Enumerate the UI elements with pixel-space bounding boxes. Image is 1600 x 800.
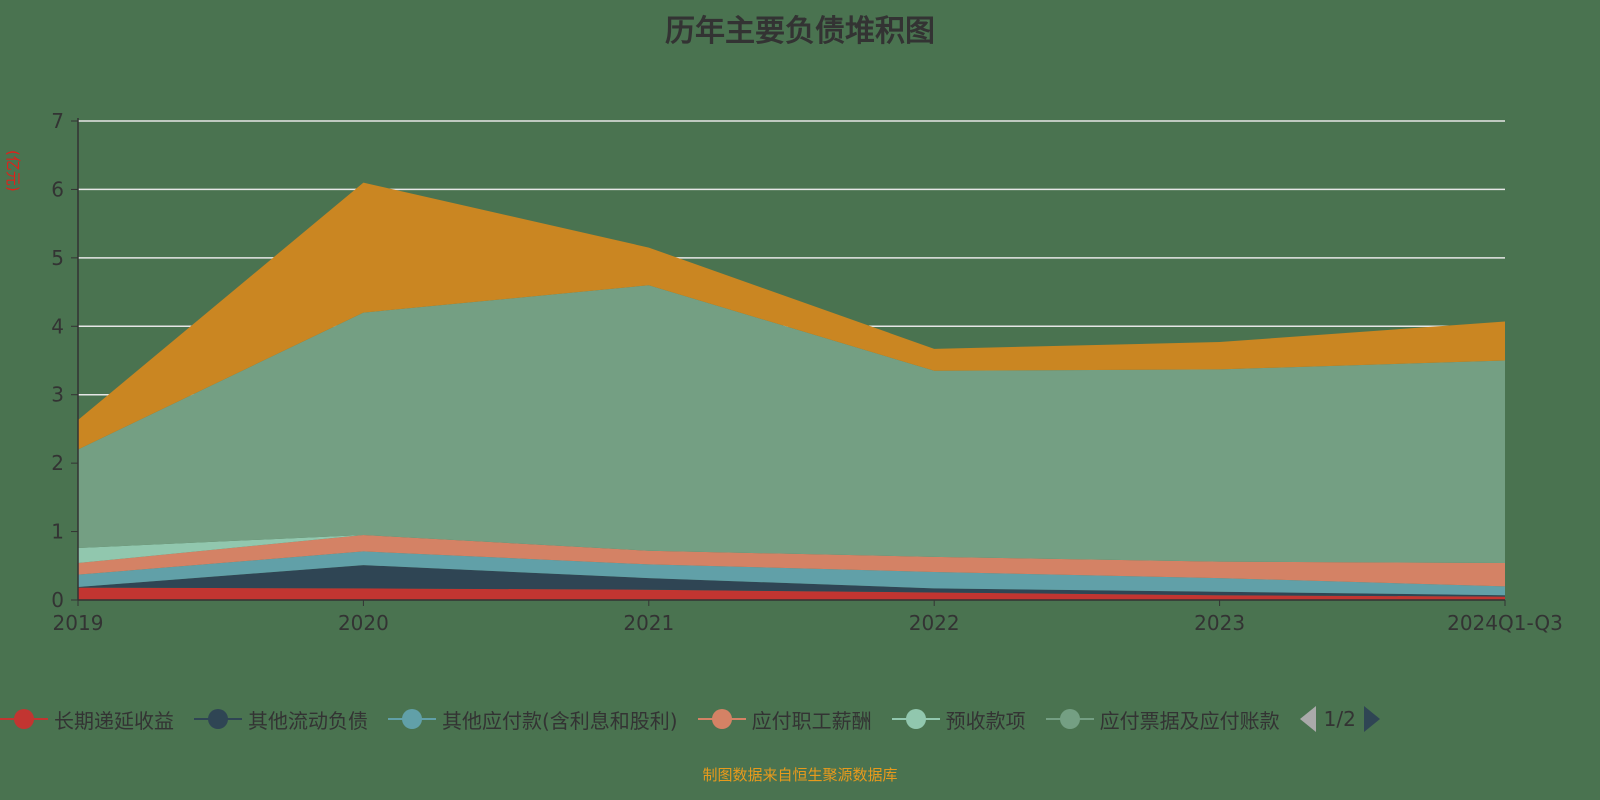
- y-tick-label: 6: [51, 177, 64, 201]
- chart-title: 历年主要负债堆积图: [665, 14, 935, 49]
- legend-next-icon[interactable]: [1363, 706, 1380, 732]
- legend-marker-icon: [697, 704, 746, 734]
- legend-label: 其他流动负债: [248, 708, 368, 733]
- y-tick-label: 5: [51, 246, 64, 270]
- legend-item[interactable]: 其他流动负债: [194, 704, 368, 734]
- source-note: 制图数据来自恒生聚源数据库: [702, 766, 898, 784]
- area-series-6: [78, 182, 1505, 450]
- area-series-0: [78, 587, 1505, 600]
- stacked-area-chart: 0 1 2 3 4 5 6 7 2019 2020 2021 2022 2023 2024Q1-Q3: [51, 109, 1563, 635]
- y-tick-label: 7: [51, 109, 64, 133]
- legend-item[interactable]: 其他应付款(含利息和股利): [388, 704, 678, 734]
- legend-item[interactable]: 应付票据及应付账款: [1045, 704, 1280, 734]
- legend-pager: 1/2: [1299, 706, 1380, 732]
- x-tick-label: 2023: [1194, 611, 1245, 635]
- legend-page-number: 1/2: [1323, 707, 1356, 731]
- legend-label: 其他应付款(含利息和股利): [442, 708, 678, 733]
- legend-label: 应付票据及应付账款: [1099, 708, 1280, 733]
- y-tick-label: 1: [51, 520, 64, 544]
- area-series-2: [78, 551, 1505, 596]
- legend-marker-icon: [1045, 704, 1094, 734]
- legend-item[interactable]: 应付职工薪酬: [697, 704, 872, 734]
- x-tick-label: 2019: [53, 611, 104, 635]
- x-tick-label: 2024Q1-Q3: [1447, 611, 1563, 635]
- y-tick-label: 2: [51, 451, 64, 475]
- legend-marker-icon: [0, 704, 48, 734]
- y-tick-label: 3: [51, 383, 64, 407]
- x-tick-label: 2020: [338, 611, 389, 635]
- legend-item[interactable]: 预收款项: [891, 704, 1026, 734]
- area-series-1: [78, 565, 1505, 597]
- legend-prev-icon[interactable]: [1299, 706, 1316, 732]
- legend-marker-icon: [891, 704, 940, 734]
- legend-label: 应付职工薪酬: [751, 708, 872, 733]
- legend-item[interactable]: 长期递延收益: [0, 704, 174, 734]
- x-tick-label: 2021: [623, 611, 674, 635]
- legend-marker-icon: [194, 704, 242, 734]
- area-series-5: [78, 285, 1505, 564]
- legend-marker-icon: [388, 704, 436, 734]
- legend: 长期递延收益 其他流动负债 其他应付款(含利息和股利) 应付职工薪酬 预收款项 应付票据及…: [0, 704, 1600, 734]
- legend-label: 预收款项: [945, 708, 1026, 733]
- y-tick-label: 4: [51, 314, 64, 338]
- legend-label: 长期递延收益: [54, 708, 174, 733]
- x-tick-label: 2022: [909, 611, 960, 635]
- y-tick-label: 0: [51, 588, 64, 612]
- area-series-3: [78, 534, 1505, 587]
